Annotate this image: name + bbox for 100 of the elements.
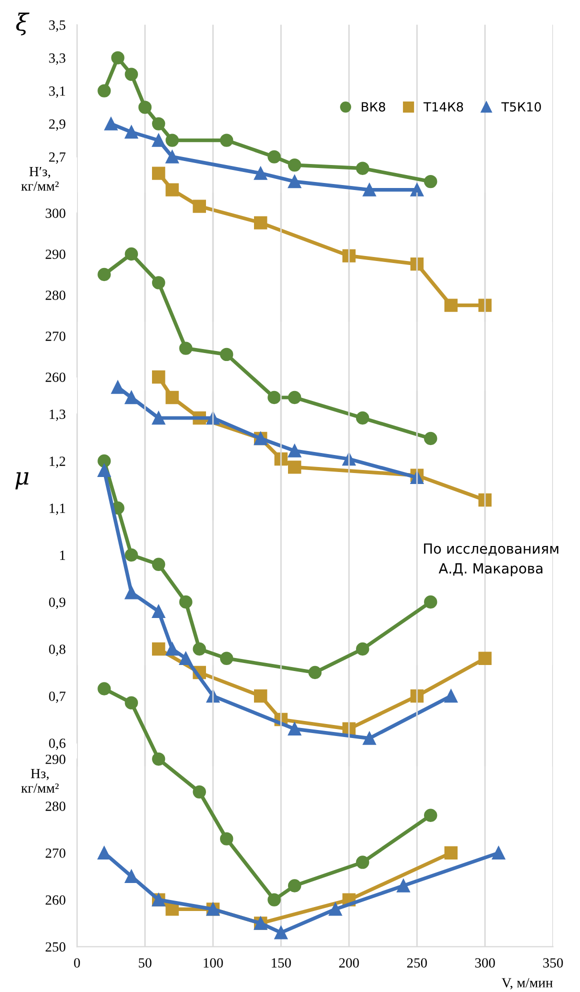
y-tick-label: 3,3: [49, 53, 66, 65]
point: [104, 117, 118, 130]
y-tick-label: 300: [46, 208, 66, 218]
point: [356, 642, 370, 656]
point: [152, 558, 166, 571]
point: [396, 879, 410, 892]
point: [424, 595, 438, 609]
point: [328, 902, 342, 916]
point: [220, 134, 234, 147]
point: [478, 652, 492, 665]
point: [444, 298, 458, 312]
y-tick-label: 290: [46, 250, 66, 259]
point: [124, 390, 138, 404]
point: [220, 348, 234, 362]
y-axis-title: μ: [15, 472, 28, 490]
y-tick-label: 1,3: [50, 410, 66, 421]
point: [124, 870, 138, 883]
point: [152, 642, 166, 656]
point: [166, 150, 179, 164]
point: [254, 166, 268, 180]
point: [424, 808, 438, 822]
point: [268, 150, 281, 164]
point: [308, 666, 322, 680]
y-tick-label: 290: [46, 754, 66, 764]
y-tick-label: 280: [46, 802, 66, 811]
x-tick-label: 100: [204, 958, 223, 968]
y-tick-label: 250: [46, 942, 66, 952]
point: [192, 642, 206, 656]
annotation: По исследованиям А.Д. Макарова: [424, 544, 558, 576]
y-tick-label: 2,9: [49, 119, 66, 131]
x-tick-label: 0: [74, 958, 80, 968]
point: [111, 51, 124, 64]
x-tick-label: 300: [475, 958, 495, 968]
point: [192, 785, 206, 799]
legend-label: Т14К8: [423, 102, 464, 112]
point: [288, 722, 302, 736]
point: [111, 380, 124, 394]
point: [166, 134, 179, 147]
y-tick-label: 3,1: [49, 86, 66, 98]
y-tick-label: 1,2: [50, 456, 66, 468]
point: [444, 689, 458, 703]
point: [152, 752, 166, 766]
point: [98, 268, 111, 282]
point: [356, 856, 370, 869]
point: [166, 642, 179, 656]
point: [124, 247, 138, 261]
point: [410, 183, 424, 196]
y-tick-label: 2,7: [49, 152, 66, 164]
point: [179, 595, 192, 609]
x-tick-label: 350: [543, 958, 563, 968]
point: [124, 548, 138, 562]
y-tick-label: 270: [46, 848, 66, 858]
point: [124, 68, 138, 81]
point: [98, 454, 111, 468]
point: [268, 893, 281, 906]
legend-label: ВК8: [362, 102, 386, 112]
x-axis-title: V, м/мин: [502, 978, 553, 990]
point: [478, 298, 492, 312]
point: [152, 166, 166, 180]
y-tick-label: 0,7: [49, 692, 66, 703]
point: [274, 452, 288, 466]
point: [179, 652, 192, 665]
point: [478, 493, 492, 507]
point: [179, 342, 192, 355]
x-tick-label: 250: [407, 958, 427, 968]
y-tick-label: 1,1: [50, 504, 66, 515]
point: [152, 411, 166, 425]
y-tick-label: 0,6: [49, 738, 66, 750]
point: [356, 162, 370, 175]
point: [98, 846, 111, 860]
point: [152, 370, 166, 384]
point: [166, 390, 179, 404]
point: [274, 926, 288, 940]
y-axis-title: Hз, кг/мм²: [21, 768, 59, 793]
point: [124, 586, 138, 600]
point: [254, 689, 268, 703]
point: [254, 216, 268, 230]
x-tick-label: 200: [339, 958, 359, 968]
point: [220, 652, 234, 665]
point: [268, 390, 281, 404]
point: [424, 432, 438, 446]
point: [356, 411, 370, 425]
point: [362, 183, 376, 196]
point: [444, 846, 458, 860]
point: [288, 390, 302, 404]
point: [152, 604, 166, 618]
point: [220, 832, 234, 846]
point: [192, 200, 206, 213]
point: [166, 183, 179, 196]
y-tick-label: 260: [46, 372, 66, 382]
point: [288, 158, 302, 172]
point: [288, 174, 302, 188]
y-tick-label: 1: [60, 550, 66, 560]
point: [288, 460, 302, 474]
y-axis-title: ξ: [16, 12, 30, 36]
x-tick-label: 150: [272, 958, 291, 968]
point: [362, 732, 376, 745]
point: [288, 444, 302, 458]
point: [98, 682, 111, 696]
point: [98, 84, 111, 98]
